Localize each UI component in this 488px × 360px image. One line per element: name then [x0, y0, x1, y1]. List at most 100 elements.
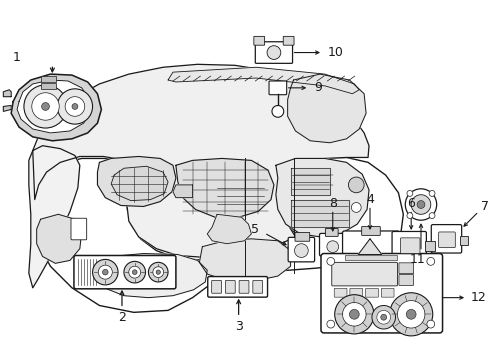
Text: 6: 6	[407, 197, 414, 210]
Circle shape	[326, 241, 338, 253]
Circle shape	[123, 261, 145, 283]
FancyBboxPatch shape	[342, 231, 399, 262]
Circle shape	[416, 201, 424, 208]
Circle shape	[406, 309, 415, 319]
Circle shape	[342, 302, 366, 326]
Polygon shape	[207, 214, 251, 244]
FancyBboxPatch shape	[333, 288, 346, 297]
Polygon shape	[290, 199, 349, 227]
FancyBboxPatch shape	[381, 288, 393, 297]
Circle shape	[57, 89, 92, 124]
Text: 8: 8	[328, 197, 336, 210]
Polygon shape	[97, 157, 176, 207]
FancyBboxPatch shape	[365, 288, 378, 297]
Polygon shape	[111, 166, 168, 201]
Polygon shape	[168, 67, 359, 94]
Circle shape	[410, 195, 430, 214]
Circle shape	[294, 244, 307, 257]
Circle shape	[266, 46, 280, 59]
Polygon shape	[29, 146, 80, 288]
FancyBboxPatch shape	[253, 36, 264, 45]
Text: 5: 5	[251, 222, 259, 235]
Circle shape	[380, 314, 386, 320]
Text: 4: 4	[366, 193, 373, 206]
FancyBboxPatch shape	[361, 226, 380, 235]
Polygon shape	[275, 158, 368, 237]
Circle shape	[148, 262, 168, 282]
FancyBboxPatch shape	[255, 42, 292, 63]
Circle shape	[98, 265, 112, 279]
Circle shape	[397, 301, 424, 328]
Circle shape	[92, 260, 118, 285]
Bar	[41, 76, 56, 82]
FancyBboxPatch shape	[287, 237, 314, 262]
FancyBboxPatch shape	[398, 275, 413, 285]
FancyBboxPatch shape	[71, 218, 86, 240]
Circle shape	[351, 203, 361, 212]
FancyBboxPatch shape	[438, 232, 454, 248]
FancyBboxPatch shape	[430, 225, 461, 253]
FancyBboxPatch shape	[320, 253, 442, 333]
Circle shape	[406, 190, 412, 196]
FancyBboxPatch shape	[283, 36, 293, 45]
FancyBboxPatch shape	[331, 262, 397, 286]
Circle shape	[132, 270, 137, 275]
FancyBboxPatch shape	[252, 280, 262, 293]
Polygon shape	[33, 64, 368, 257]
Circle shape	[371, 306, 395, 329]
Circle shape	[428, 213, 434, 219]
FancyBboxPatch shape	[349, 288, 362, 297]
Circle shape	[376, 310, 390, 324]
FancyBboxPatch shape	[239, 280, 248, 293]
Circle shape	[326, 320, 334, 328]
Circle shape	[348, 177, 364, 193]
FancyBboxPatch shape	[325, 229, 337, 237]
Circle shape	[349, 309, 359, 319]
Circle shape	[65, 97, 84, 116]
FancyBboxPatch shape	[207, 276, 267, 297]
Polygon shape	[199, 239, 290, 281]
FancyBboxPatch shape	[225, 280, 235, 293]
FancyBboxPatch shape	[294, 233, 309, 241]
Circle shape	[156, 270, 160, 274]
FancyBboxPatch shape	[391, 231, 426, 260]
Text: 12: 12	[470, 291, 486, 304]
Polygon shape	[358, 239, 381, 255]
Circle shape	[72, 104, 78, 109]
Circle shape	[426, 320, 434, 328]
Circle shape	[24, 85, 67, 128]
Circle shape	[428, 190, 434, 196]
Bar	[344, 255, 397, 260]
Polygon shape	[89, 253, 207, 298]
Text: 7: 7	[480, 200, 488, 213]
FancyBboxPatch shape	[398, 263, 413, 274]
Polygon shape	[287, 74, 366, 143]
Circle shape	[153, 267, 163, 278]
Circle shape	[128, 266, 141, 278]
Polygon shape	[173, 185, 192, 198]
Text: 3: 3	[234, 320, 242, 333]
Polygon shape	[11, 74, 101, 141]
Circle shape	[32, 93, 59, 120]
FancyBboxPatch shape	[268, 81, 286, 95]
Circle shape	[426, 257, 434, 265]
Bar	[41, 83, 56, 89]
Circle shape	[271, 105, 283, 117]
Bar	[424, 241, 434, 251]
Circle shape	[41, 103, 49, 111]
Polygon shape	[3, 105, 11, 111]
Polygon shape	[31, 150, 403, 312]
FancyBboxPatch shape	[74, 256, 176, 289]
Circle shape	[389, 293, 432, 336]
FancyBboxPatch shape	[211, 280, 221, 293]
Polygon shape	[37, 214, 81, 263]
Text: 10: 10	[327, 46, 343, 59]
Polygon shape	[17, 80, 89, 133]
Circle shape	[405, 189, 436, 220]
Text: 11: 11	[408, 253, 424, 266]
Circle shape	[334, 295, 373, 334]
Polygon shape	[3, 90, 11, 97]
Circle shape	[406, 213, 412, 219]
Circle shape	[102, 269, 108, 275]
FancyBboxPatch shape	[400, 238, 419, 253]
